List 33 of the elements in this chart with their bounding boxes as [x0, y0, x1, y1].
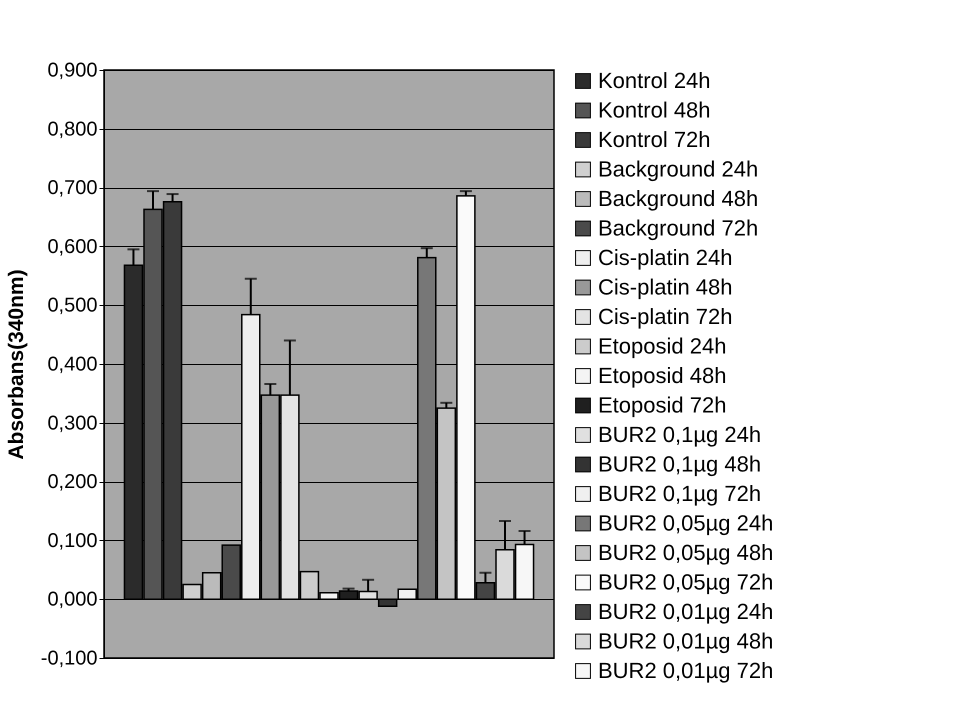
- legend-label: Etoposid 72h: [598, 392, 726, 418]
- y-tick-label: 0,000: [47, 588, 98, 611]
- legend-label: BUR2 0,01µg 24h: [598, 599, 774, 624]
- y-tick-label: 0,600: [47, 236, 98, 258]
- legend-label: BUR2 0,1µg 48h: [598, 452, 762, 476]
- legend-label: BUR2 0,05µg 24h: [598, 510, 774, 536]
- y-tick-label: 0,400: [47, 354, 98, 376]
- y-axis-title: Absorbans(340nm): [4, 269, 28, 460]
- legend-label: Etoposid 24h: [598, 334, 726, 358]
- y-tick-label: 0,500: [47, 294, 98, 317]
- legend-label: Kontrol 24h: [598, 68, 711, 93]
- y-tick-label: 0,100: [47, 530, 98, 552]
- legend-label: Kontrol 72h: [598, 127, 711, 152]
- y-tick-label: 0,900: [47, 60, 98, 82]
- legend-label: BUR2 0,01µg 48h: [598, 628, 774, 654]
- y-tick-label: 0,700: [47, 177, 98, 200]
- y-tick-label: 0,200: [47, 471, 98, 494]
- y-tick-label: 0,800: [47, 118, 98, 140]
- legend-label: BUR2 0,05µg 72h: [598, 570, 774, 594]
- legend-label: BUR2 0,1µg 24h: [598, 422, 762, 447]
- y-tick-label: -0,100: [40, 648, 98, 670]
- legend-label: Cis-platin 24h: [598, 245, 733, 270]
- legend-label: Kontrol 48h: [598, 98, 711, 122]
- y-tick-label: 0,300: [47, 412, 98, 434]
- legend-label: BUR2 0,1µg 72h: [598, 481, 762, 506]
- legend-label: Background 48h: [598, 186, 758, 211]
- legend-label: Background 72h: [598, 216, 758, 240]
- legend-label: BUR2 0,01µg 72h: [598, 658, 774, 683]
- legend-label: BUR2 0,05µg 48h: [598, 540, 774, 565]
- legend-label: Etoposid 48h: [598, 363, 726, 388]
- legend-label: Background 24h: [598, 156, 758, 182]
- legend-label: Cis-platin 72h: [598, 304, 733, 329]
- legend-label: Cis-platin 48h: [598, 274, 733, 300]
